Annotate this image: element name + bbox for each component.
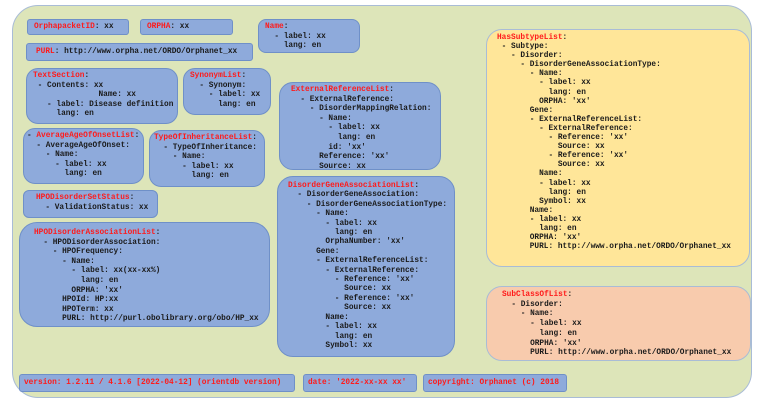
external-reference-list-lines: - ExternalReference: - DisorderMappingRe…	[300, 95, 432, 171]
average-age-colon: :	[134, 132, 140, 140]
name-box: Name: - label: xx lang: en	[258, 19, 360, 53]
type-of-inheritance-list-box: TypeOfInheritanceList: - TypeOfInheritan…	[149, 130, 265, 187]
disorder-gene-association-list-lines: - DisorderGeneAssociation: - DisorderGen…	[297, 191, 448, 350]
date-label: date: '2022-xx-xx xx'	[303, 374, 417, 392]
disorder-gene-association-list-box: DisorderGeneAssociationList: - DisorderG…	[277, 176, 455, 357]
hpo-disorder-association-list-colon: :	[155, 229, 161, 237]
has-subtype-list-lines: - Subtype: - Disorder: - DisorderGeneAss…	[501, 43, 731, 252]
text-section-box: TextSection: - Contents: xx Name: xx - l…	[26, 68, 178, 124]
copyright-label: copyright: Orphanet (c) 2018	[423, 374, 567, 392]
text-section-colon: :	[84, 72, 90, 80]
purl-key: PURL	[36, 48, 55, 56]
type-of-inheritance-list-lines: - TypeOfInheritance: - Name: - label: xx…	[163, 143, 257, 181]
purl-value: : http://www.orpha.net/ORDO/Orphanet_xx	[54, 48, 238, 56]
hpo-disorder-association-list-key: HPODisorderAssociationList	[34, 229, 156, 237]
synonym-list-box: SynonymList: - Synonym: - label: xx lang…	[183, 68, 271, 115]
orphapacketid-value: : xx	[94, 23, 114, 31]
subclass-of-list-box: SubClassOfList: - Disorder: - Name: - la…	[486, 286, 751, 361]
external-reference-list-colon: :	[389, 86, 394, 94]
text-section-lines: - Contents: xx Name: xx - label: Disease…	[37, 81, 174, 119]
hpo-disorder-set-status-colon: :	[129, 194, 135, 202]
disorder-gene-association-list-key: DisorderGeneAssociationList	[288, 182, 415, 190]
has-subtype-list-box: HasSubtypeList: - Subtype: - Disorder: -…	[486, 29, 750, 267]
has-subtype-list-colon: :	[562, 34, 568, 42]
synonym-list-key: SynonymList	[190, 72, 242, 80]
hpo-disorder-set-status-box: HPODisorderSetStatus: - ValidationStatus…	[23, 190, 158, 218]
average-age-of-onset-list-lines: - AverageAgeOfOnset: - Name: - label: xx…	[36, 141, 130, 179]
orphapacketid-key: OrphapacketID	[34, 23, 95, 31]
hpo-disorder-set-status-key: HPODisorderSetStatus	[36, 194, 130, 202]
orpha-key: ORPHA	[147, 23, 171, 31]
hpo-disorder-set-status-lines: - ValidationStatus: xx	[36, 203, 149, 212]
subclass-of-list-lines: - Disorder: - Name: - label: xx lang: en…	[511, 300, 732, 358]
name-colon: :	[283, 23, 289, 31]
hpo-disorder-association-list-lines: - HPODisorderAssociation: - HPOFrequency…	[43, 238, 259, 324]
average-age-of-onset-list-box: - AverageAgeOfOnsetList: - AverageAgeOfO…	[23, 128, 144, 184]
type-of-inheritance-list-key: TypeOfInheritanceList	[154, 134, 253, 142]
text-section-key: TextSection	[33, 72, 85, 80]
orpha-box: ORPHA: xx	[140, 19, 233, 35]
version-label: version: 1.2.11 / 4.1.6 [2022-04-12] (or…	[19, 374, 295, 392]
subclass-of-list-key: SubClassOfList	[502, 291, 568, 299]
synonym-list-colon: :	[241, 72, 247, 80]
disorder-gene-association-list-colon: :	[414, 182, 420, 190]
orpha-value: : xx	[170, 23, 190, 31]
average-age-prefix: -	[27, 132, 37, 140]
external-reference-list-key: ExternalReferenceList	[291, 86, 390, 94]
orphapacketid-box: OrphapacketID: xx	[27, 19, 129, 35]
purl-box: PURL: http://www.orpha.net/ORDO/Orphanet…	[26, 43, 253, 61]
name-key: Name	[265, 23, 284, 31]
has-subtype-list-key: HasSubtypeList	[497, 34, 563, 42]
hpo-disorder-association-list-box: HPODisorderAssociationList: - HPODisorde…	[19, 222, 270, 327]
type-of-inheritance-colon: :	[252, 134, 257, 142]
average-age-of-onset-list-key: AverageAgeOfOnsetList	[36, 132, 135, 140]
name-lines: - label: xx lang: en	[274, 32, 326, 51]
external-reference-list-box: ExternalReferenceList: - ExternalReferen…	[279, 82, 441, 171]
subclass-of-list-colon: :	[567, 291, 573, 299]
synonym-list-lines: - Synonym: - label: xx lang: en	[199, 81, 261, 109]
